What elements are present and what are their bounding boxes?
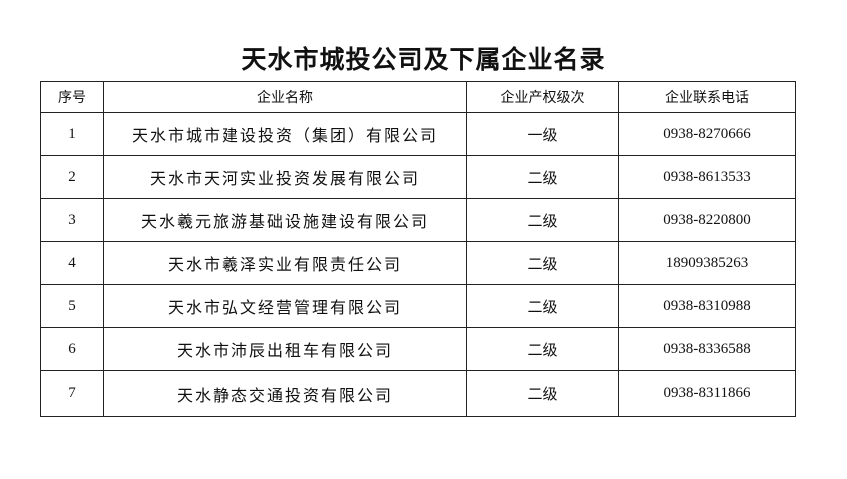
cell-name: 天水羲元旅游基础设施建设有限公司 <box>103 198 467 242</box>
cell-level: 二级 <box>466 155 619 199</box>
cell-no: 6 <box>40 327 104 371</box>
table-row: 4 天水市羲泽实业有限责任公司 二级 18909385263 <box>40 241 796 285</box>
cell-no: 2 <box>40 155 104 199</box>
cell-phone: 0938-8336588 <box>618 327 796 371</box>
cell-name: 天水市城市建设投资（集团）有限公司 <box>103 112 467 156</box>
table-row: 3 天水羲元旅游基础设施建设有限公司 二级 0938-8220800 <box>40 198 796 242</box>
header-phone: 企业联系电话 <box>618 81 796 113</box>
header-no: 序号 <box>40 81 104 113</box>
cell-no: 7 <box>40 370 104 417</box>
cell-level: 一级 <box>466 112 619 156</box>
cell-name: 天水静态交通投资有限公司 <box>103 370 467 417</box>
table-header-row: 序号 企业名称 企业产权级次 企业联系电话 <box>40 81 796 113</box>
company-table: 序号 企业名称 企业产权级次 企业联系电话 1 天水市城市建设投资（集团）有限公司… <box>40 81 796 417</box>
cell-phone: 0938-8220800 <box>618 198 796 242</box>
cell-no: 4 <box>40 241 104 285</box>
table-row: 6 天水市沛辰出租车有限公司 二级 0938-8336588 <box>40 327 796 371</box>
cell-level: 二级 <box>466 370 619 417</box>
header-name: 企业名称 <box>103 81 467 113</box>
cell-name: 天水市羲泽实业有限责任公司 <box>103 241 467 285</box>
table-row: 2 天水市天河实业投资发展有限公司 二级 0938-8613533 <box>40 155 796 199</box>
cell-phone: 0938-8613533 <box>618 155 796 199</box>
cell-phone: 0938-8270666 <box>618 112 796 156</box>
cell-level: 二级 <box>466 284 619 328</box>
cell-no: 1 <box>40 112 104 156</box>
cell-no: 5 <box>40 284 104 328</box>
cell-level: 二级 <box>466 241 619 285</box>
cell-level: 二级 <box>466 198 619 242</box>
table-row: 1 天水市城市建设投资（集团）有限公司 一级 0938-8270666 <box>40 112 796 156</box>
cell-phone: 18909385263 <box>618 241 796 285</box>
table-row: 7 天水静态交通投资有限公司 二级 0938-8311866 <box>40 370 796 417</box>
page-title: 天水市城投公司及下属企业名录 <box>241 47 606 74</box>
table-row: 5 天水市弘文经营管理有限公司 二级 0938-8310988 <box>40 284 796 328</box>
cell-name: 天水市沛辰出租车有限公司 <box>103 327 467 371</box>
cell-name: 天水市弘文经营管理有限公司 <box>103 284 467 328</box>
cell-no: 3 <box>40 198 104 242</box>
header-level: 企业产权级次 <box>466 81 619 113</box>
cell-level: 二级 <box>466 327 619 371</box>
cell-phone: 0938-8311866 <box>618 370 796 417</box>
cell-name: 天水市天河实业投资发展有限公司 <box>103 155 467 199</box>
cell-phone: 0938-8310988 <box>618 284 796 328</box>
